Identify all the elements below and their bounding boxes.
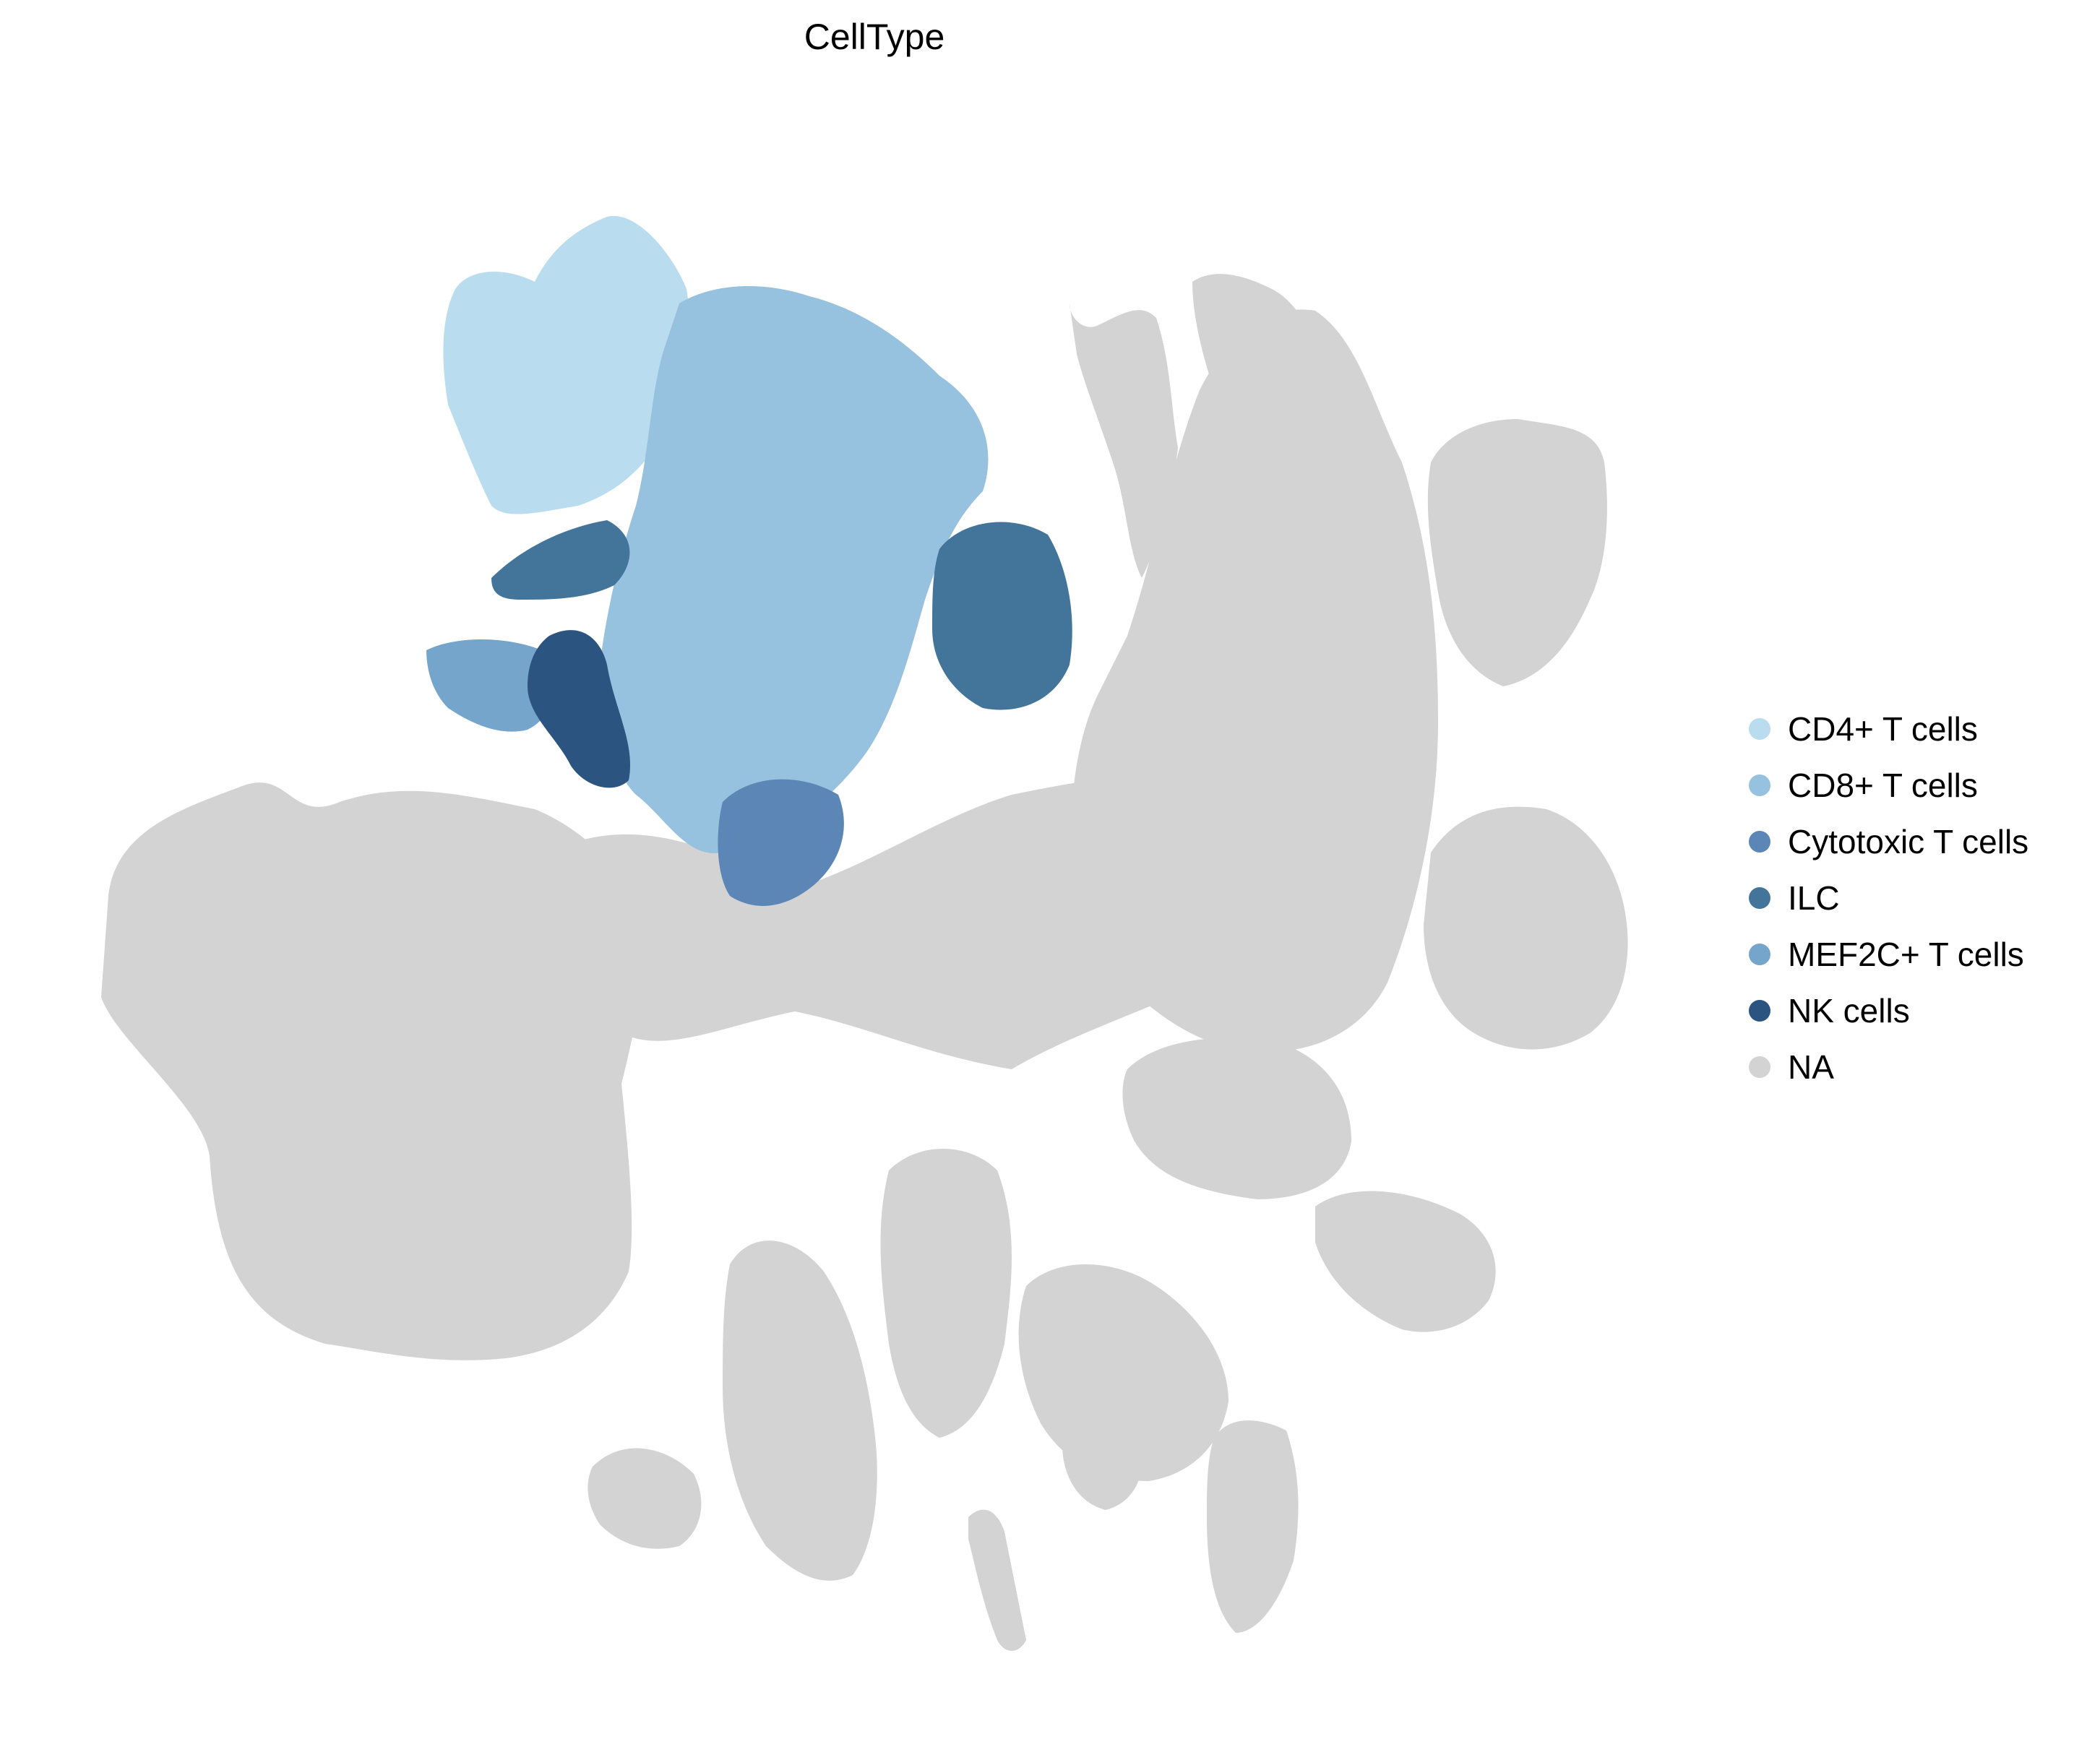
legend-item-ilc: ILC bbox=[1749, 870, 2028, 926]
na-cluster-bottom-f bbox=[968, 1509, 1026, 1651]
nk-cells-cluster bbox=[528, 630, 631, 788]
legend-label: NA bbox=[1788, 1048, 1834, 1086]
na-cluster-left bbox=[101, 782, 642, 1360]
legend-label: Cytotoxic T cells bbox=[1788, 823, 2029, 860]
cd4-t-cells-cluster bbox=[443, 215, 689, 514]
na-cluster-bottom-g bbox=[1062, 1403, 1144, 1510]
legend-item-cytotoxic-t-cells: Cytotoxic T cells bbox=[1749, 814, 2028, 870]
chart-title: CellType bbox=[804, 17, 945, 57]
legend-marker bbox=[1749, 718, 1770, 740]
legend-label: CD8+ T cells bbox=[1788, 767, 1978, 804]
na-cluster-top-right-b bbox=[1192, 274, 1330, 491]
legend-item-nk-cells: NK cells bbox=[1749, 983, 2028, 1039]
cd8-t-cells-cluster bbox=[600, 286, 989, 854]
legend-label: MEF2C+ T cells bbox=[1788, 936, 2024, 973]
legend: CD4+ T cells CD8+ T cells Cytotoxic T ce… bbox=[1749, 701, 2028, 1095]
legend-label: NK cells bbox=[1788, 992, 1910, 1030]
ilc-cluster bbox=[932, 522, 1072, 710]
na-cluster-bottom-e bbox=[588, 1448, 702, 1549]
legend-item-na: NA bbox=[1749, 1039, 2028, 1095]
legend-marker bbox=[1749, 1056, 1770, 1078]
ilc-cluster-left bbox=[491, 520, 630, 600]
na-cluster-mid-right bbox=[1122, 1037, 1351, 1199]
legend-marker bbox=[1749, 887, 1770, 909]
umap-scatter-plot bbox=[101, 215, 1628, 1651]
na-cluster-bottom-b bbox=[880, 1149, 1012, 1438]
legend-label: ILC bbox=[1788, 879, 1840, 917]
legend-marker bbox=[1749, 1000, 1770, 1022]
legend-marker bbox=[1749, 774, 1770, 796]
na-cluster-right bbox=[1424, 806, 1628, 1050]
legend-item-mef2c-t-cells: MEF2C+ T cells bbox=[1749, 926, 2028, 983]
na-cluster-far-right-lower bbox=[1315, 1191, 1496, 1332]
na-cluster-top-right-c bbox=[1427, 419, 1607, 686]
legend-item-cd8-t-cells: CD8+ T cells bbox=[1749, 757, 2028, 814]
legend-marker bbox=[1749, 944, 1770, 965]
legend-item-cd4-t-cells: CD4+ T cells bbox=[1749, 701, 2028, 757]
na-cluster-bottom-a bbox=[723, 1240, 877, 1581]
na-cluster-top-right-a bbox=[1070, 303, 1178, 578]
legend-label: CD4+ T cells bbox=[1788, 710, 1978, 748]
na-cluster-bottom-d bbox=[1207, 1420, 1299, 1633]
legend-marker bbox=[1749, 831, 1770, 853]
cytotoxic-t-cells-cluster bbox=[718, 779, 844, 906]
na-cluster-center-right bbox=[1071, 309, 1438, 1052]
mef2c-t-cells-cluster bbox=[426, 639, 555, 732]
